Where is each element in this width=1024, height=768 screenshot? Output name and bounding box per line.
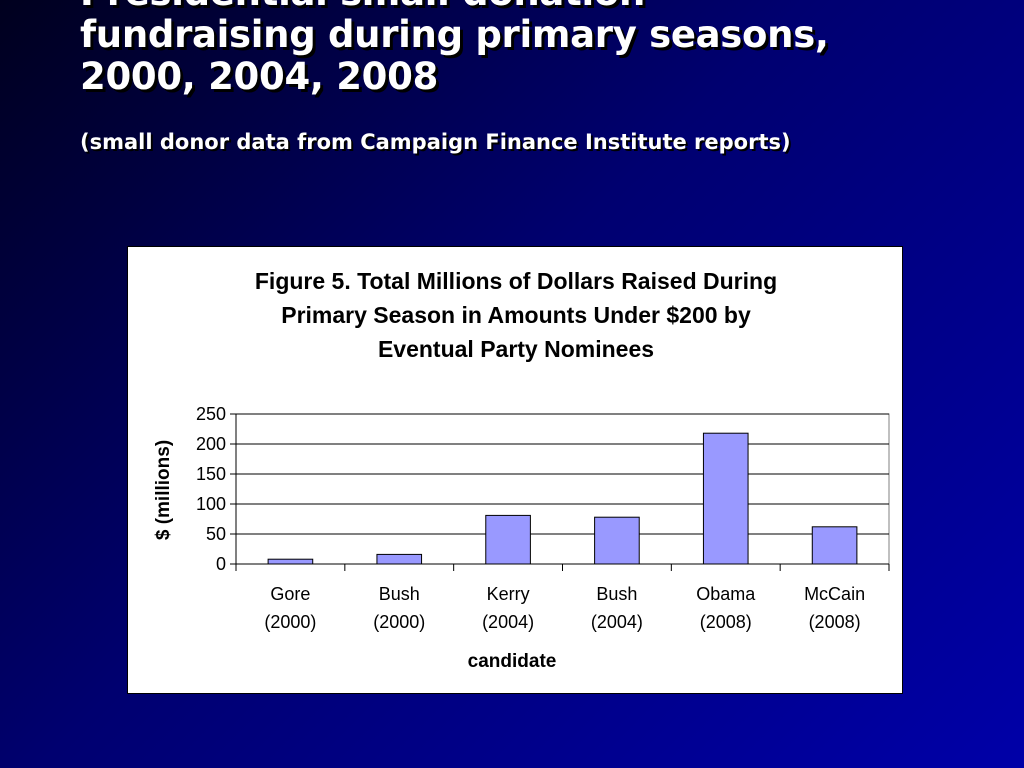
y-tick-label: 150 xyxy=(196,464,226,484)
x-tick-label-name: Kerry xyxy=(487,584,530,604)
y-tick-label: 200 xyxy=(196,434,226,454)
x-tick-label-name: McCain xyxy=(804,584,865,604)
x-tick-label-year: (2004) xyxy=(482,612,534,632)
x-tick-label-year: (2000) xyxy=(264,612,316,632)
slide-title-line-2: fundraising during primary seasons, xyxy=(80,13,829,56)
bar xyxy=(702,432,749,565)
chart-title-line-3: Eventual Party Nominees xyxy=(378,336,654,362)
y-tick-label: 50 xyxy=(206,524,226,544)
chart-panel: Figure 5. Total Millions of Dollars Rais… xyxy=(127,246,903,694)
x-tick-label-name: Gore xyxy=(270,584,310,604)
bar xyxy=(811,526,858,565)
slide-title-line-3: 2000, 2004, 2008 xyxy=(80,55,439,98)
x-tick-label-year: (2008) xyxy=(809,612,861,632)
x-axis-title: candidate xyxy=(468,651,557,672)
bar xyxy=(267,558,314,565)
y-tick-label: 0 xyxy=(216,554,226,574)
x-tick-label-year: (2004) xyxy=(591,612,643,632)
slide-title: Presidential small donation fundraising … xyxy=(80,0,980,98)
chart-title-line-2: Primary Season in Amounts Under $200 by xyxy=(281,302,751,328)
slide-subtitle: (small donor data from Campaign Finance … xyxy=(80,130,791,154)
x-tick-label-year: (2008) xyxy=(700,612,752,632)
x-tick-label-name: Obama xyxy=(696,584,756,604)
y-axis-title: $ (millions) xyxy=(153,440,174,540)
plot-area-frame xyxy=(235,413,890,565)
x-tick-label-year: (2000) xyxy=(373,612,425,632)
slide-title-line-1: Presidential small donation xyxy=(80,0,980,14)
bar xyxy=(594,516,640,565)
bar xyxy=(376,553,423,565)
x-tick-label-name: Bush xyxy=(379,584,420,604)
x-tick-label-name: Bush xyxy=(596,584,637,604)
chart-title-line-1: Figure 5. Total Millions of Dollars Rais… xyxy=(255,268,777,294)
bar-chart: Figure 5. Total Millions of Dollars Rais… xyxy=(153,268,890,672)
y-tick-label: 100 xyxy=(196,494,226,514)
y-tick-label: 250 xyxy=(196,404,226,424)
bar xyxy=(485,514,531,565)
